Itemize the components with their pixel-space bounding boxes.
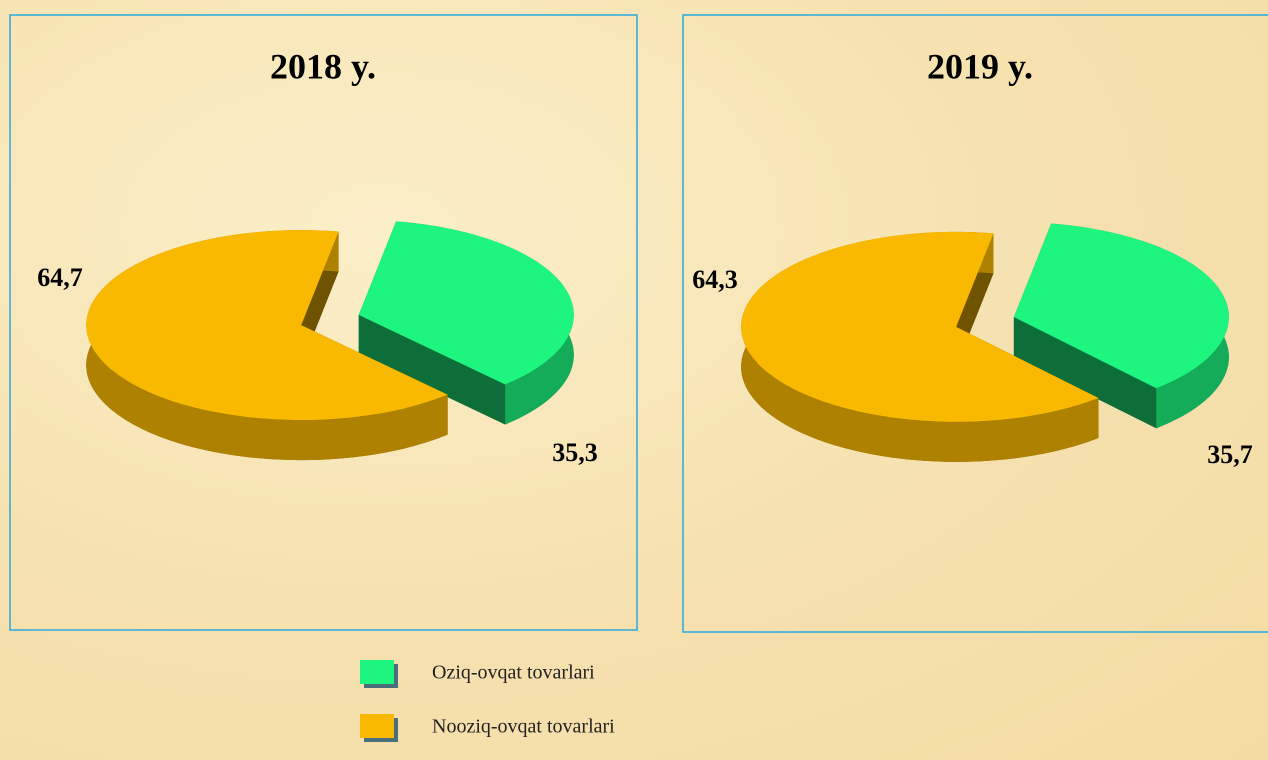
slice-top [1013, 223, 1229, 389]
data-label: 64,7 [37, 263, 83, 292]
slice-top [741, 231, 1099, 422]
slice [86, 230, 448, 461]
frame [682, 14, 1268, 633]
legend-swatch [360, 714, 394, 738]
slice-wall [1013, 317, 1157, 429]
data-label: 35,7 [1207, 440, 1253, 469]
slice [741, 231, 1099, 462]
slice [1013, 223, 1229, 429]
legend-swatch [360, 660, 394, 684]
slice [358, 221, 574, 425]
legend-label: Oziq-ovqat tovarlari [432, 662, 595, 684]
chart-title: 2019 y. [927, 46, 1033, 86]
slice-top [86, 230, 448, 421]
chart-title: 2018 y. [270, 46, 376, 86]
frame [9, 14, 638, 631]
legend-label: Nooziq-ovqat tovarlari [432, 716, 615, 738]
data-label: 35,3 [552, 438, 598, 467]
slice-top [358, 221, 574, 385]
slice-wall [358, 314, 506, 425]
data-label: 64,3 [692, 265, 738, 294]
